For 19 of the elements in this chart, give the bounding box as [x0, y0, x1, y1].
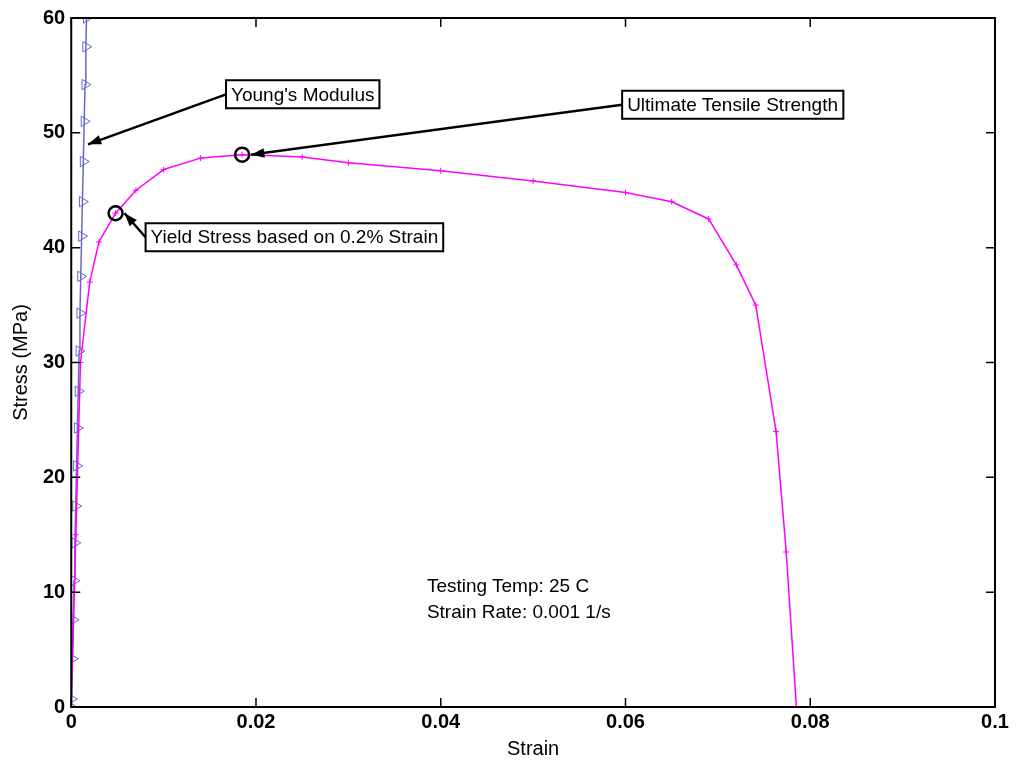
annotation: Ultimate Tensile Strength [627, 93, 839, 115]
y-axis-title: Stress (MPa) [8, 304, 31, 421]
y-tick-label: 40 [43, 235, 66, 258]
x-tick-label: 0.04 [421, 709, 462, 732]
annotation: Strain Rate: 0.001 1/s [426, 600, 611, 622]
x-tick-label: 0.1 [981, 709, 1009, 732]
x-tick-label: 0.02 [236, 709, 276, 732]
y-tick-label: 60 [43, 5, 66, 28]
annotation: Testing Temp: 25 C [426, 574, 590, 596]
x-tick-label: 0.06 [606, 709, 645, 732]
x-axis-title: Strain [507, 736, 560, 759]
y-tick-label: 30 [43, 350, 66, 373]
y-tick-label: 10 [43, 579, 66, 602]
x-tick-label: 0.08 [790, 709, 830, 732]
y-tick-label: 50 [43, 120, 66, 143]
y-tick-label: 20 [43, 464, 66, 487]
annotation: Yield Stress based on 0.2% Strain [150, 226, 439, 248]
y-tick-label: 0 [54, 694, 66, 717]
annotation: Young's Modulus [231, 83, 375, 105]
